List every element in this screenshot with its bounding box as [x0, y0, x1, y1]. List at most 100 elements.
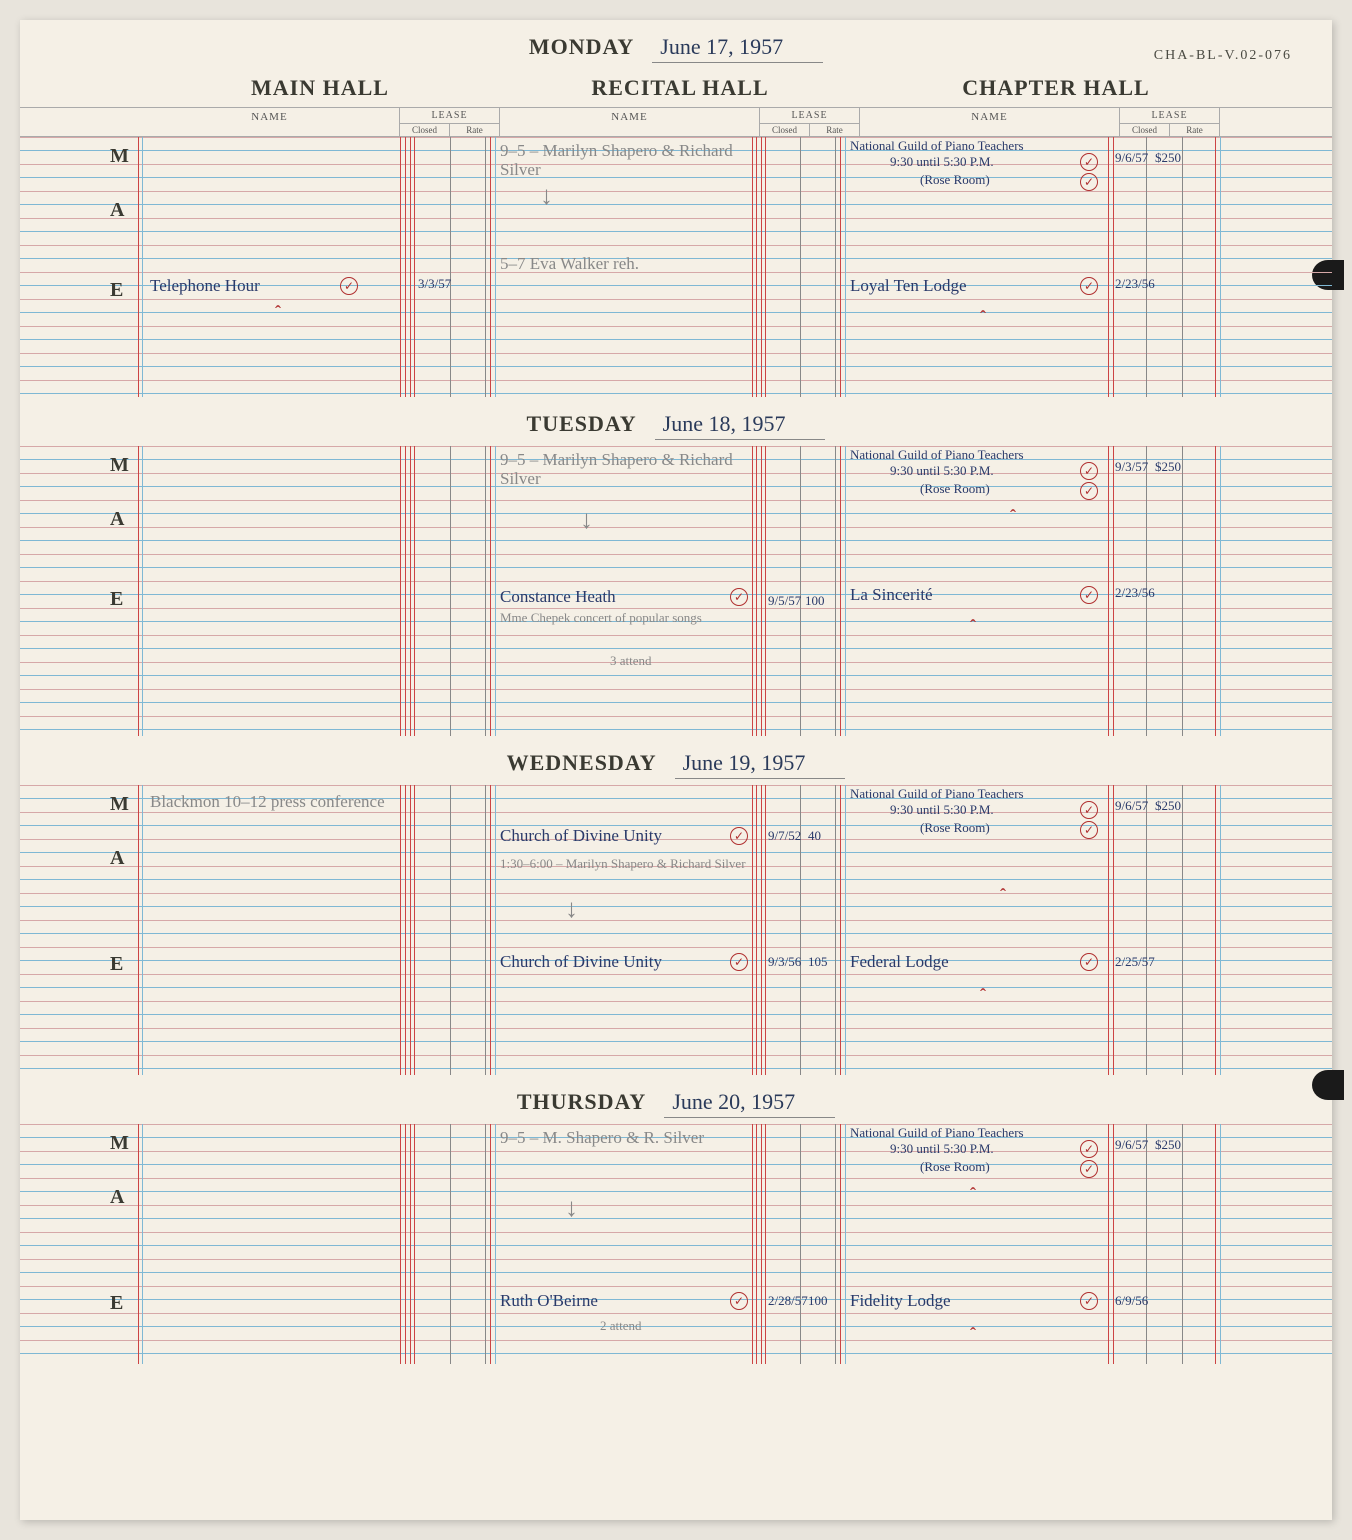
- mon-main-e-date: 3/3/57: [418, 277, 451, 291]
- carat-icon: ˆ: [970, 616, 976, 637]
- row-a: A: [110, 847, 124, 870]
- col-lease: LEASE Closed Rate: [1120, 108, 1220, 136]
- thu-recital-m: 9–5 – M. Shapero & R. Silver: [500, 1129, 704, 1148]
- carat-icon: ˆ: [980, 307, 986, 328]
- arrow-icon: [580, 506, 593, 535]
- wed-recital-a1-rate: 40: [808, 829, 821, 843]
- wed-recital-a2: 1:30–6:00 – Marilyn Shapero & Richard Si…: [500, 857, 750, 871]
- mon-chapter-e: Loyal Ten Lodge: [850, 277, 967, 296]
- row-a: A: [110, 199, 124, 222]
- tue-recital-e3: 3 attend: [610, 654, 652, 668]
- mon-chapter-e-date: 2/23/56: [1115, 277, 1155, 291]
- check-icon: ✓: [1080, 953, 1098, 971]
- wed-block: M A E Blackmon 10–12 press conference Ch…: [20, 785, 1332, 1075]
- check-icon: ✓: [340, 277, 358, 295]
- arrow-icon: [565, 895, 578, 924]
- carat-icon: ˆ: [1000, 885, 1006, 906]
- thu-chapter-m1: National Guild of Piano Teachers: [850, 1126, 1100, 1140]
- thu-chapter-e-date: 6/9/56: [1115, 1294, 1148, 1308]
- thu-chapter-m2: 9:30 until 5:30 P.M.: [890, 1142, 994, 1156]
- day-date: June 20, 1957: [664, 1089, 835, 1118]
- carat-icon: ˆ: [970, 1184, 976, 1205]
- check-icon: ✓: [1080, 462, 1098, 480]
- tue-chapter-e-date: 2/23/56: [1115, 586, 1155, 600]
- check-icon: ✓: [730, 953, 748, 971]
- day-label: MONDAY: [529, 34, 634, 60]
- check-icon: ✓: [730, 827, 748, 845]
- thu-chapter-e: Fidelity Lodge: [850, 1292, 951, 1311]
- row-m: M: [110, 145, 129, 168]
- col-name: NAME: [860, 108, 1120, 136]
- day-date: June 18, 1957: [655, 411, 826, 440]
- tue-recital-e1: Constance Heath: [500, 588, 616, 607]
- wed-chapter-e-date: 2/25/57: [1115, 955, 1155, 969]
- wed-chapter-e: Federal Lodge: [850, 953, 949, 972]
- mon-chapter-m3: (Rose Room): [920, 173, 990, 187]
- doc-id: CHA-BL-V.02-076: [1154, 48, 1292, 64]
- col-name: NAME: [500, 108, 760, 136]
- check-icon: ✓: [1080, 1140, 1098, 1158]
- hall-chapter: CHAPTER HALL: [860, 69, 1252, 107]
- check-icon: ✓: [1080, 801, 1098, 819]
- mon-chapter-m2: 9:30 until 5:30 P.M.: [890, 155, 994, 169]
- wed-recital-e-rate: 105: [808, 955, 828, 969]
- day-header-thu: THURSDAY June 20, 1957: [20, 1075, 1332, 1124]
- tue-chapter-m2: 9:30 until 5:30 P.M.: [890, 464, 994, 478]
- thu-recital-e: Ruth O'Beirne: [500, 1292, 598, 1311]
- day-date: June 19, 1957: [675, 750, 846, 779]
- tue-chapter-rate: $250: [1155, 460, 1181, 474]
- wed-recital-e: Church of Divine Unity: [500, 953, 662, 972]
- tue-chapter-closed: 9/3/57: [1115, 460, 1148, 474]
- check-icon: ✓: [1080, 173, 1098, 191]
- hall-headers: MAIN HALL RECITAL HALL CHAPTER HALL: [20, 69, 1332, 107]
- ledger-page: CHA-BL-V.02-076 MONDAY June 17, 1957 MAI…: [20, 20, 1332, 1520]
- check-icon: ✓: [1080, 586, 1098, 604]
- mon-main-e: Telephone Hour: [150, 277, 260, 296]
- day-label: WEDNESDAY: [507, 750, 657, 776]
- tue-recital-m: 9–5 – Marilyn Shapero & Richard Silver: [500, 451, 740, 488]
- thu-chapter-rate: $250: [1155, 1138, 1181, 1152]
- arrow-icon: [565, 1194, 578, 1223]
- tue-chapter-m1: National Guild of Piano Teachers: [850, 448, 1100, 462]
- hall-main: MAIN HALL: [140, 69, 500, 107]
- thu-chapter-m3: (Rose Room): [920, 1160, 990, 1174]
- carat-icon: ˆ: [1010, 506, 1016, 527]
- wed-recital-a1-date: 9/7/52: [768, 829, 801, 843]
- tue-block: M A E 9–5 – Marilyn Shapero & Richard Si…: [20, 446, 1332, 736]
- thu-recital-e2: 2 attend: [600, 1319, 642, 1333]
- wed-chapter-rate: $250: [1155, 799, 1181, 813]
- mon-chapter-rate: $250: [1155, 151, 1181, 165]
- check-icon: ✓: [1080, 821, 1098, 839]
- mon-chapter-closed: 9/6/57: [1115, 151, 1148, 165]
- wed-recital-a1: Church of Divine Unity: [500, 827, 662, 846]
- mon-chapter-m1: National Guild of Piano Teachers: [850, 139, 1100, 153]
- row-a: A: [110, 508, 124, 531]
- mon-recital-m: 9–5 – Marilyn Shapero & Richard Silver: [500, 142, 740, 179]
- mon-block: M A E Telephone Hour ✓ ˆ 3/3/57 9–5 – Ma…: [20, 137, 1332, 397]
- day-header-tue: TUESDAY June 18, 1957: [20, 397, 1332, 446]
- day-date: June 17, 1957: [652, 34, 823, 63]
- col-lease: LEASE Closed Rate: [760, 108, 860, 136]
- carat-icon: ˆ: [970, 1324, 976, 1345]
- tue-chapter-m3: (Rose Room): [920, 482, 990, 496]
- wed-chapter-closed: 9/6/57: [1115, 799, 1148, 813]
- arrow-icon: [540, 182, 553, 211]
- row-a: A: [110, 1186, 124, 1209]
- check-icon: ✓: [1080, 153, 1098, 171]
- check-icon: ✓: [1080, 482, 1098, 500]
- check-icon: ✓: [730, 1292, 748, 1310]
- thu-recital-e-rate: 100: [808, 1294, 828, 1308]
- col-name: NAME: [140, 108, 400, 136]
- row-e: E: [110, 953, 123, 976]
- hall-recital: RECITAL HALL: [500, 69, 860, 107]
- tue-recital-e-rate: 100: [805, 594, 825, 608]
- thu-block: M A E 9–5 – M. Shapero & R. Silver Ruth …: [20, 1124, 1332, 1364]
- col-headers: NAME LEASE Closed Rate NAME LEASE Closed…: [20, 107, 1332, 137]
- row-e: E: [110, 279, 123, 302]
- day-header-wed: WEDNESDAY June 19, 1957: [20, 736, 1332, 785]
- check-icon: ✓: [1080, 277, 1098, 295]
- thu-chapter-closed: 9/6/57: [1115, 1138, 1148, 1152]
- check-icon: ✓: [730, 588, 748, 606]
- day-label: THURSDAY: [517, 1089, 646, 1115]
- day-label: TUESDAY: [527, 411, 637, 437]
